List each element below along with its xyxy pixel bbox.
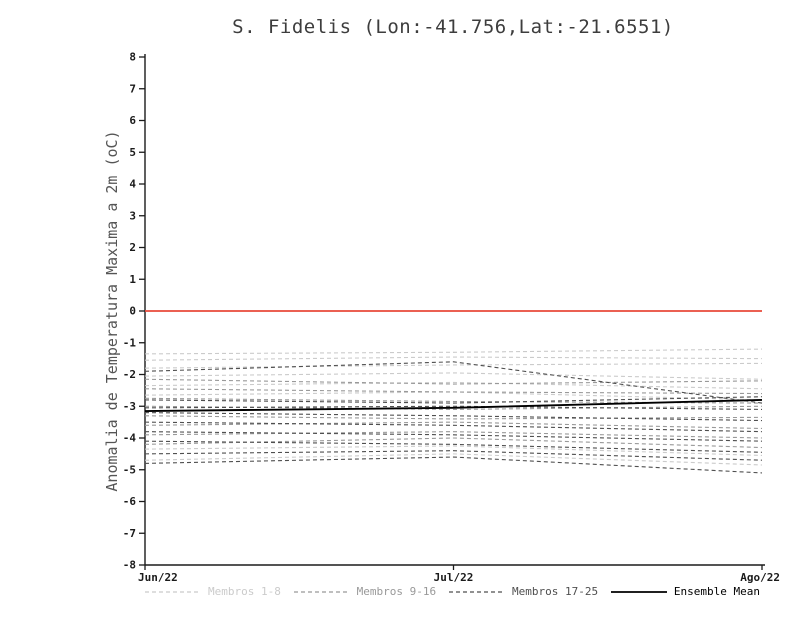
y-tick-label: -4	[123, 432, 137, 445]
y-tick-label: 7	[129, 82, 136, 95]
y-tick-label: 5	[129, 146, 136, 159]
legend-label: Membros 17-25	[511, 585, 599, 598]
chart-title: S. Fidelis (Lon:-41.756,Lat:-21.6551)	[232, 16, 674, 38]
legend-sample-line	[448, 590, 505, 593]
legend-item: Ensemble Mean	[610, 585, 760, 598]
legend-label: Membros 1-8	[208, 585, 281, 598]
member-line	[144, 415, 763, 420]
x-tick-label: Jul/22	[434, 571, 474, 584]
legend-sample-line	[145, 590, 201, 593]
member-line	[144, 372, 763, 380]
legend-item: Membros 17-25	[448, 585, 599, 598]
member-line	[144, 348, 763, 355]
member-line	[144, 396, 763, 404]
member-line	[144, 405, 763, 410]
member-line	[144, 445, 763, 457]
legend-label: Membros 9-16	[356, 585, 437, 598]
member-line	[144, 453, 763, 466]
member-line	[144, 440, 763, 453]
member-line	[144, 421, 763, 433]
member-line	[144, 421, 763, 430]
member-line	[144, 356, 763, 361]
y-tick-label: -6	[123, 495, 137, 508]
member-line	[144, 431, 763, 439]
member-line	[144, 450, 763, 461]
y-tick-label: 1	[129, 273, 136, 286]
y-tick-label: -8	[123, 559, 136, 572]
legend-label: Ensemble Mean	[673, 585, 760, 598]
member-line	[144, 362, 763, 369]
member-line	[144, 361, 763, 404]
legend-sample-line	[610, 590, 667, 593]
member-line	[144, 437, 763, 449]
y-tick-label: 8	[129, 51, 136, 64]
y-tick-label: 2	[129, 241, 136, 254]
y-tick-label: 4	[129, 178, 136, 191]
member-line	[144, 405, 763, 410]
member-line	[144, 391, 763, 401]
y-tick-label: -1	[123, 336, 137, 349]
member-line	[144, 381, 763, 390]
x-tick-label: Jun/22	[138, 571, 178, 584]
y-tick-label: 3	[129, 209, 136, 222]
y-tick-label: -5	[123, 463, 136, 476]
y-tick-label: 0	[129, 305, 136, 318]
legend-item: Membros 1-8	[145, 585, 281, 598]
y-tick-label: 6	[129, 114, 136, 127]
legend-sample-line	[293, 590, 350, 593]
legend: Membros 1-8 Membros 9-16 Membros 17-25 Ense…	[145, 585, 760, 598]
member-line	[144, 412, 763, 422]
member-line	[144, 378, 763, 385]
x-tick-label: Ago/22	[740, 571, 780, 584]
ensemble-mean-line	[144, 398, 763, 412]
member-line	[144, 456, 763, 474]
member-line	[144, 431, 763, 442]
y-tick-label: -2	[123, 368, 136, 381]
y-tick-label: -3	[123, 400, 136, 413]
legend-item: Membros 9-16	[293, 585, 437, 598]
member-line	[144, 388, 763, 395]
y-tick-label: -7	[123, 527, 136, 540]
